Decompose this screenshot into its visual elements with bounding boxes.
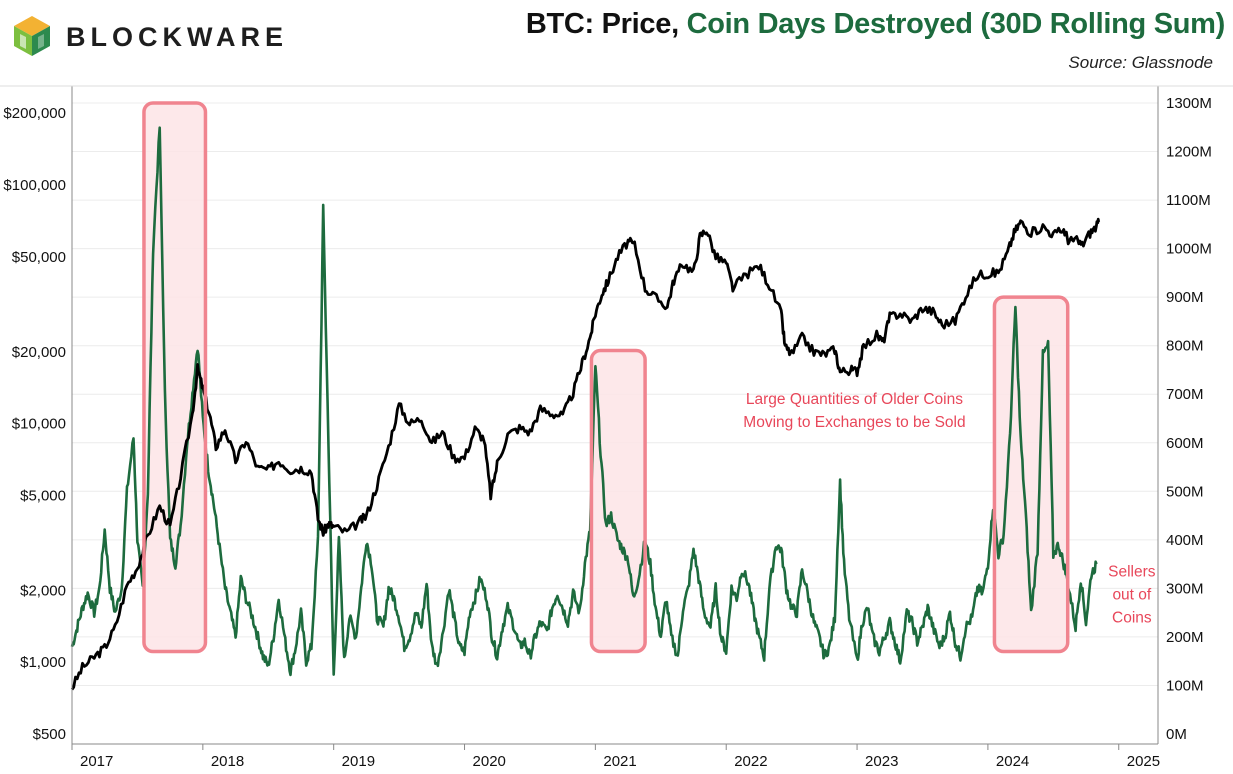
x-tick-label: 2018 bbox=[211, 753, 244, 770]
left-tick-label: $1,000 bbox=[20, 654, 66, 671]
right-tick-label: 100M bbox=[1166, 677, 1204, 694]
source-label: Source: Glassnode bbox=[1068, 53, 1213, 72]
highlight-box-2 bbox=[589, 348, 647, 654]
chart-title: BTC: Price, Coin Days Destroyed (30D Rol… bbox=[526, 8, 1225, 41]
annotation-line: out of bbox=[1112, 586, 1151, 603]
annotations: Large Quantities of Older Coins Moving to… bbox=[743, 391, 1155, 626]
x-tick-label: 2023 bbox=[865, 753, 898, 770]
x-tick-label: 2020 bbox=[473, 753, 506, 770]
left-tick-label: $100,000 bbox=[3, 177, 66, 194]
annotation-1: Large Quantities of Older Coins Moving to… bbox=[743, 391, 965, 431]
left-tick-label: $200,000 bbox=[3, 105, 66, 122]
highlight-box-fill-2 bbox=[591, 350, 646, 652]
highlight-box-1 bbox=[142, 101, 208, 654]
header: BLOCKWARE BTC: Price, Coin Days Destroye… bbox=[0, 0, 1233, 86]
x-tick-label: 2022 bbox=[734, 753, 767, 770]
left-tick-label: $5,000 bbox=[20, 487, 66, 504]
title-series: Coin Days Destroyed (30D Rolling Sum) bbox=[686, 8, 1226, 40]
highlight-borders bbox=[142, 101, 1070, 654]
price-series-line bbox=[70, 217, 1101, 691]
annotation-line: Large Quantities of Older Coins bbox=[746, 391, 963, 408]
x-tick-label: 2017 bbox=[80, 753, 113, 770]
right-tick-label: 300M bbox=[1166, 580, 1204, 597]
left-axis-ticks: $500 $1,000 $2,000 $5,000 $10,000 $20,000 $50,… bbox=[3, 105, 66, 743]
x-tick-label: 2021 bbox=[603, 753, 636, 770]
axes bbox=[0, 85, 1233, 745]
left-tick-label: $500 bbox=[33, 726, 66, 743]
annotation-line: Coins bbox=[1112, 609, 1152, 626]
left-tick-label: $50,000 bbox=[12, 249, 66, 266]
annotation-line: Sellers bbox=[1108, 563, 1156, 580]
cdd-series-line bbox=[70, 126, 1098, 677]
right-tick-label: 900M bbox=[1166, 289, 1204, 306]
left-tick-label: $2,000 bbox=[20, 582, 66, 599]
title-prefix: BTC: Price, bbox=[525, 8, 679, 40]
x-tick-label: 2019 bbox=[342, 753, 375, 770]
right-tick-label: 1300M bbox=[1166, 95, 1212, 112]
right-tick-label: 0M bbox=[1166, 726, 1187, 743]
left-tick-label: $10,000 bbox=[12, 416, 66, 433]
x-tick-label: 2024 bbox=[996, 753, 1029, 770]
right-axis-ticks: 0M 100M 200M 300M 400M 500M 600M 700M 800M 900M 10… bbox=[1166, 95, 1212, 743]
brand-name: BLOCKWARE bbox=[66, 22, 288, 52]
right-tick-label: 1200M bbox=[1166, 144, 1212, 161]
right-tick-label: 1100M bbox=[1166, 192, 1211, 209]
right-tick-label: 200M bbox=[1166, 629, 1204, 646]
x-tick-label: 2025 bbox=[1127, 753, 1160, 770]
highlight-box-fill-1 bbox=[143, 103, 206, 652]
highlight-box-3 bbox=[992, 295, 1070, 654]
annotation-line: Moving to Exchanges to be Sold bbox=[743, 414, 965, 431]
x-axis-ticks: 2017 2018 2019 2020 2021 2022 2023 2024 2025 bbox=[71, 744, 1160, 770]
right-tick-label: 800M bbox=[1166, 338, 1204, 355]
right-tick-label: 600M bbox=[1166, 435, 1204, 452]
highlight-fills bbox=[143, 103, 1068, 652]
right-tick-label: 700M bbox=[1166, 386, 1204, 403]
right-tick-label: 500M bbox=[1166, 483, 1204, 500]
blockware-logo-icon bbox=[14, 16, 50, 56]
left-tick-label: $20,000 bbox=[12, 344, 66, 361]
annotation-2: Sellers out of Coins bbox=[1108, 563, 1156, 626]
right-tick-label: 400M bbox=[1166, 532, 1204, 549]
right-tick-label: 1000M bbox=[1166, 241, 1212, 258]
